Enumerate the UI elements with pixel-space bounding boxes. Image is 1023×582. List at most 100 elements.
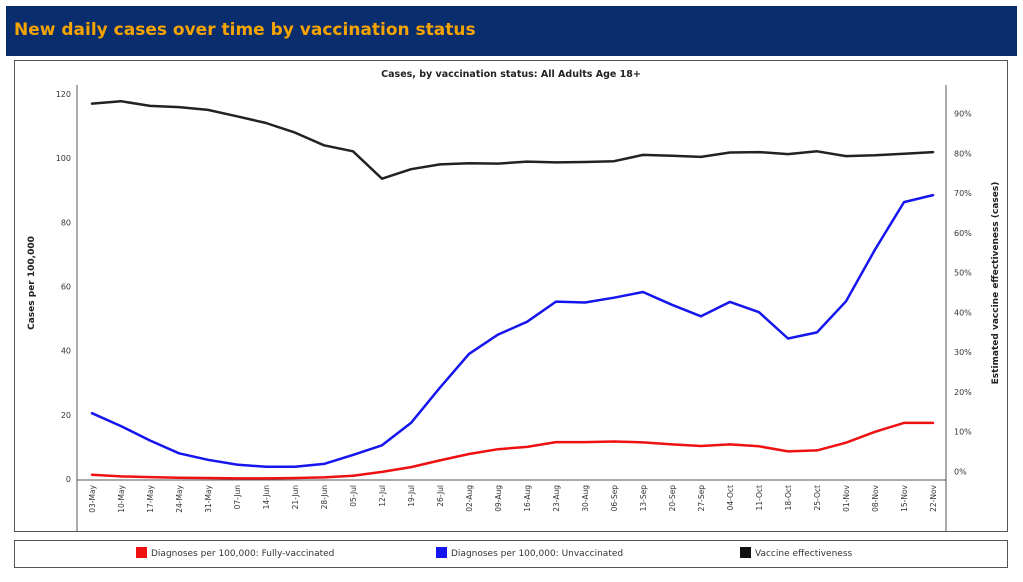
data-point-series-0 — [207, 477, 209, 479]
y2-tick-label: 80% — [954, 149, 972, 158]
x-tick-label: 16-Aug — [523, 485, 532, 512]
x-tick-label: 25-Oct — [813, 485, 822, 510]
series-lines — [90, 99, 935, 480]
data-point-series-2 — [671, 154, 673, 157]
data-point-series-2 — [845, 155, 847, 157]
data-point-series-2 — [700, 156, 702, 158]
y2-tick-label: 0% — [954, 468, 967, 477]
data-point-series-0 — [903, 422, 905, 424]
data-point-series-0 — [700, 445, 702, 447]
data-point-series-1 — [613, 296, 615, 299]
data-point-series-1 — [410, 422, 412, 424]
x-tick-label: 18-Oct — [784, 485, 793, 510]
x-tick-label: 19-Jul — [407, 485, 416, 507]
data-point-series-2 — [468, 162, 470, 164]
legend: Diagnoses per 100,000: Fully-vaccinated … — [14, 540, 1008, 568]
x-tick-label: 01-Nov — [842, 484, 851, 511]
y-tick-label: 80 — [61, 218, 71, 227]
x-tick-label: 13-Sep — [639, 485, 648, 512]
data-point-series-1 — [671, 304, 673, 306]
data-point-series-1 — [497, 333, 499, 336]
legend-swatch-blue — [436, 547, 447, 558]
data-point-series-2 — [410, 168, 412, 170]
data-point-series-0 — [323, 476, 325, 479]
x-tick-label: 15-Nov — [900, 484, 909, 511]
y-tick-label: 0 — [66, 475, 71, 484]
x-tick-label: 21-Jun — [291, 485, 300, 510]
data-point-series-1 — [178, 452, 180, 455]
series-line-1 — [90, 193, 935, 469]
x-tick-label: 14-Jun — [262, 485, 271, 510]
data-point-series-1 — [642, 291, 644, 293]
data-point-series-0 — [555, 441, 557, 443]
data-point-series-2 — [207, 109, 209, 111]
y2-tick-label: 20% — [954, 388, 972, 397]
legend-label: Diagnoses per 100,000: Fully-vaccinated — [151, 549, 335, 559]
data-point-series-2 — [323, 144, 325, 147]
y2-tick-label: 70% — [954, 189, 972, 198]
data-point-series-2 — [642, 154, 644, 156]
data-point-series-0 — [265, 477, 267, 480]
x-tick-label: 02-Aug — [465, 485, 474, 512]
data-point-series-1 — [352, 454, 354, 456]
y-tick-label: 100 — [56, 154, 71, 163]
data-point-series-0 — [439, 459, 441, 462]
data-point-series-0 — [932, 422, 934, 424]
data-point-series-1 — [207, 459, 209, 461]
x-tick-label: 03-May — [88, 484, 97, 512]
data-point-series-2 — [149, 105, 151, 107]
data-point-series-0 — [149, 476, 151, 478]
data-point-series-0 — [352, 475, 354, 477]
x-tick-label: 06-Sep — [610, 485, 619, 512]
data-point-series-1 — [903, 201, 905, 203]
data-point-series-0 — [758, 445, 760, 448]
y2-tick-label: 50% — [954, 269, 972, 278]
data-point-series-1 — [787, 337, 789, 340]
data-point-series-2 — [381, 177, 383, 180]
header-banner: New daily cases over time by vaccination… — [6, 6, 1017, 56]
data-point-series-2 — [236, 115, 238, 118]
data-point-series-0 — [526, 446, 528, 448]
data-point-series-2 — [265, 122, 267, 124]
x-tick-label: 12-Jul — [378, 485, 387, 507]
data-point-series-1 — [294, 466, 296, 468]
x-tick-label: 31-May — [204, 484, 213, 512]
data-point-series-2 — [584, 161, 586, 163]
data-point-series-2 — [91, 102, 93, 105]
chart-title: Cases, by vaccination status: All Adults… — [381, 69, 641, 80]
data-point-series-1 — [729, 301, 731, 303]
data-point-series-1 — [265, 466, 267, 468]
x-tick-label: 04-Oct — [726, 485, 735, 510]
x-tick-label: 22-Nov — [929, 484, 938, 511]
data-point-series-2 — [787, 153, 789, 155]
data-point-series-0 — [91, 474, 93, 476]
data-point-series-0 — [178, 476, 180, 479]
data-point-series-1 — [236, 463, 238, 466]
data-point-series-2 — [352, 150, 354, 153]
series-line-0 — [90, 421, 935, 480]
data-point-series-1 — [323, 463, 325, 465]
data-point-series-2 — [903, 152, 905, 155]
y-axis-label: Cases per 100,000 — [27, 236, 37, 330]
data-point-series-1 — [120, 425, 122, 427]
data-point-series-1 — [91, 412, 93, 415]
x-tick-label: 23-Aug — [552, 485, 561, 512]
data-point-series-2 — [932, 151, 934, 153]
data-point-series-0 — [642, 441, 644, 444]
data-point-series-0 — [410, 466, 412, 468]
y2-tick-label: 90% — [954, 110, 972, 119]
x-tick-label: 11-Oct — [755, 485, 764, 510]
x-tick-label: 28-Jun — [320, 485, 329, 510]
data-point-series-0 — [120, 475, 122, 478]
data-point-series-1 — [468, 353, 470, 355]
x-tick-label: 07-Jun — [233, 485, 242, 510]
x-tick-label: 10-May — [117, 484, 126, 512]
legend-swatch-black — [740, 547, 751, 558]
data-point-series-2 — [874, 154, 876, 157]
data-point-series-0 — [874, 431, 876, 433]
data-point-series-0 — [584, 441, 586, 443]
data-point-series-0 — [671, 443, 673, 446]
data-point-series-0 — [294, 477, 296, 479]
data-point-series-2 — [555, 161, 557, 164]
data-point-series-1 — [149, 439, 151, 442]
